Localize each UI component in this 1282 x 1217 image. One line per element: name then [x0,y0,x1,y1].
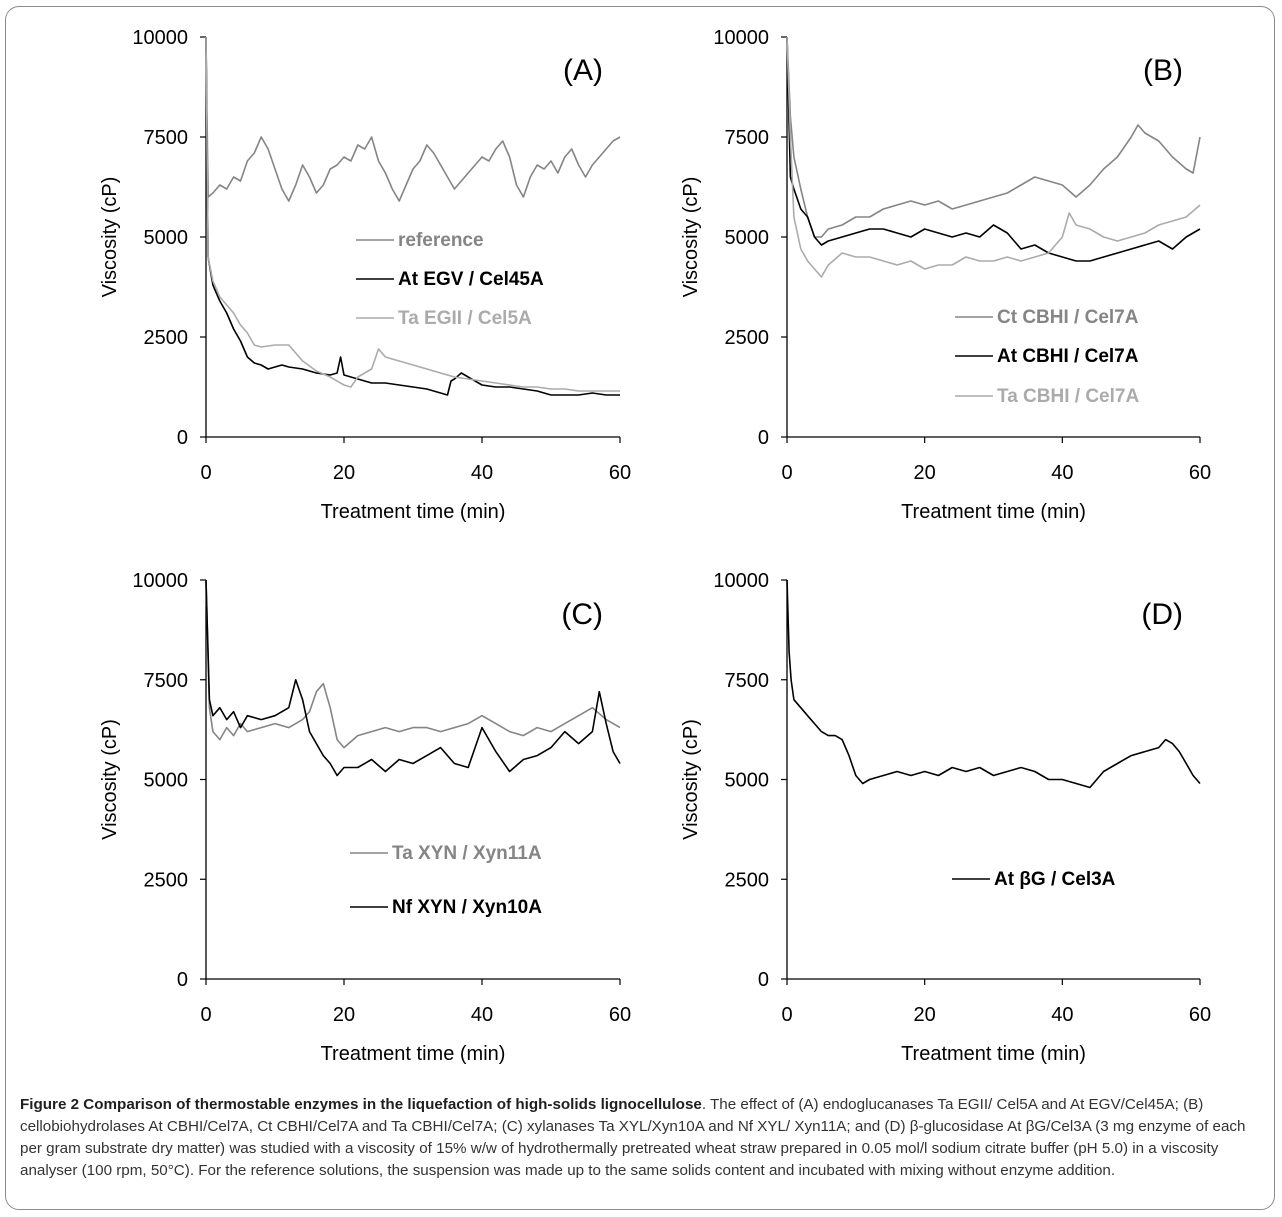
legend-entry: At EGV / Cel45A [398,269,544,290]
y-axis-label: Viscosity (cP) [680,719,702,840]
panel-label: (A) [563,54,603,87]
y-tick-label: 5000 [144,770,189,792]
legend-entry: reference [398,230,484,251]
legend-entry: Ct CBHI / Cel7A [997,307,1139,328]
series-line-3 [786,36,1201,278]
x-axis-label: Treatment time (min) [321,501,506,523]
x-tick-label: 40 [1051,462,1073,484]
legend-entry: At βG / Cel3A [994,869,1116,890]
caption-title: Figure 2 Comparison of thermostable enzy… [20,1096,702,1113]
x-tick-label: 0 [781,1004,792,1026]
figure-frame [5,6,1275,1210]
y-tick-label: 2500 [144,327,189,349]
y-tick-label: 7500 [144,670,189,692]
x-axis-label: Treatment time (min) [901,501,1086,523]
y-tick-label: 0 [758,969,769,991]
y-tick-label: 7500 [725,127,770,149]
y-tick-label: 10000 [713,570,769,592]
x-tick-label: 40 [1051,1004,1073,1026]
legend-entry: At CBHI / Cel7A [997,346,1139,367]
x-axis-label: Treatment time (min) [321,1043,506,1065]
x-tick-label: 60 [1189,462,1211,484]
y-tick-label: 10000 [132,27,188,49]
x-tick-label: 40 [471,1004,493,1026]
x-tick-label: 60 [609,1004,631,1026]
y-tick-label: 5000 [725,770,770,792]
legend-entry: Ta XYN / Xyn11A [392,843,542,864]
x-tick-label: 0 [200,1004,211,1026]
legend-entry: Ta CBHI / Cel7A [997,386,1139,407]
y-axis-label: Viscosity (cP) [99,177,121,298]
x-tick-label: 0 [781,462,792,484]
series-line-2 [205,36,620,396]
y-tick-label: 5000 [725,227,770,249]
panel-label: (C) [561,598,603,631]
figure-caption: Figure 2 Comparison of thermostable enzy… [20,1094,1262,1182]
legend-entry: Ta EGII / Cel5A [398,308,532,329]
y-tick-label: 0 [758,427,769,449]
series-line-1 [205,579,621,749]
y-tick-label: 2500 [725,869,770,891]
y-tick-label: 7500 [144,127,189,149]
chart-panel-2: 0 2500 5000 7500 10000 0 20 40 60 Treatment time … [680,27,1211,523]
x-tick-label: 60 [609,462,631,484]
y-tick-label: 10000 [713,27,769,49]
y-tick-label: 2500 [725,327,770,349]
x-tick-label: 20 [333,1004,355,1026]
chart-panel-3: 0 2500 5000 7500 10000 0 20 40 60 Treatment time … [99,570,631,1065]
y-axis-label: Viscosity (cP) [99,719,121,840]
series-line-3 [205,36,620,392]
y-tick-label: 10000 [132,570,188,592]
x-tick-label: 20 [914,462,936,484]
x-axis-label: Treatment time (min) [901,1043,1086,1065]
y-tick-label: 2500 [144,869,189,891]
series-line-1 [786,579,1201,789]
chart-panel-1: 0 2500 5000 7500 10000 0 20 40 60 Treatment time … [99,27,631,523]
caption-body: . The effect of (A) endoglucanases Ta EG… [20,1096,1246,1179]
series-line-1 [205,36,621,202]
x-tick-label: 20 [333,462,355,484]
y-tick-label: 0 [177,969,188,991]
x-tick-label: 40 [471,462,493,484]
panel-label: (B) [1143,54,1183,87]
y-axis-label: Viscosity (cP) [680,177,702,298]
x-tick-label: 0 [200,462,211,484]
panel-label: (D) [1141,598,1183,631]
series-line-2 [205,579,621,777]
x-tick-label: 20 [914,1004,936,1026]
y-tick-label: 0 [177,427,188,449]
y-tick-label: 5000 [144,227,189,249]
legend-entry: Nf XYN / Xyn10A [392,897,542,918]
series-line-2 [786,36,1201,262]
x-tick-label: 60 [1189,1004,1211,1026]
chart-panel-4: 0 2500 5000 7500 10000 0 20 40 60 Treatment time … [680,570,1211,1065]
y-tick-label: 7500 [725,670,770,692]
series-line-1 [786,36,1201,238]
